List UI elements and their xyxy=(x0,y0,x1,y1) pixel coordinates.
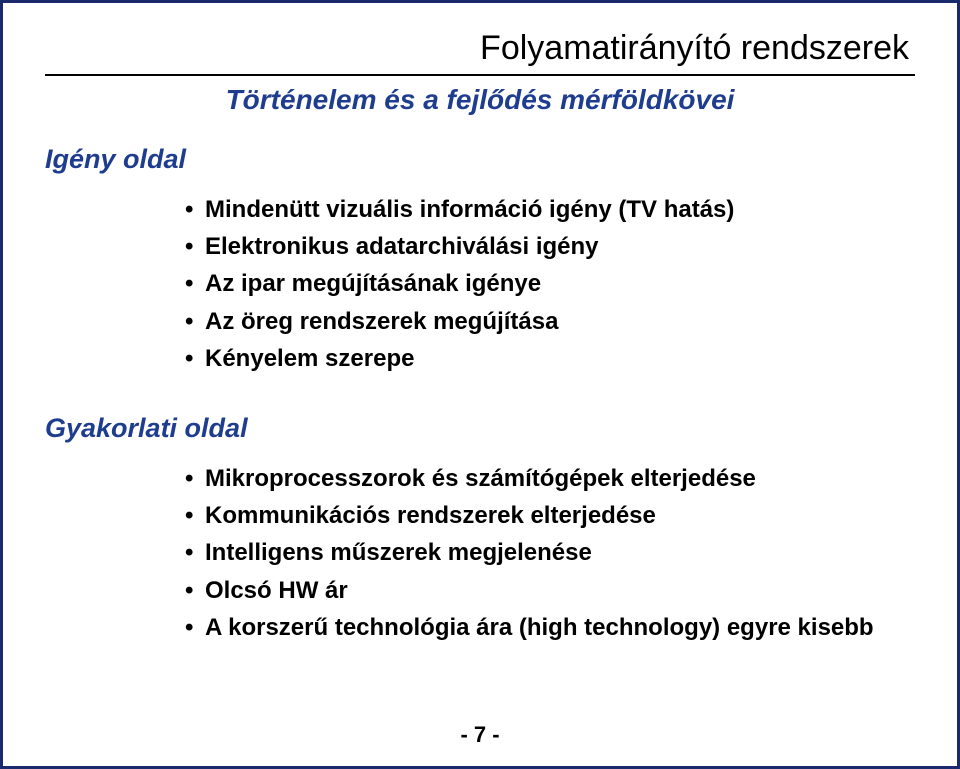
slide-page: Folyamatirányító rendszerek Történelem é… xyxy=(0,0,960,769)
list-item: Olcsó HW ár xyxy=(185,572,915,609)
list-item: Elektronikus adatarchiválási igény xyxy=(185,228,915,265)
section-heading-igeny: Igény oldal xyxy=(45,144,915,175)
list-item: Mikroprocesszorok és számítógépek elterj… xyxy=(185,460,915,497)
list-item: Az ipar megújításának igénye xyxy=(185,265,915,302)
page-number: - 7 - xyxy=(3,722,957,748)
page-subtitle: Történelem és a fejlődés mérföldkövei xyxy=(45,84,915,116)
page-title: Folyamatirányító rendszerek xyxy=(45,29,909,68)
title-divider xyxy=(45,74,915,76)
bullet-list-igeny: Mindenütt vizuális információ igény (TV … xyxy=(45,191,915,377)
list-item: A korszerű technológia ára (high technol… xyxy=(185,609,915,646)
list-item: Az öreg rendszerek megújítása xyxy=(185,303,915,340)
list-item: Mindenütt vizuális információ igény (TV … xyxy=(185,191,915,228)
list-item: Kommunikációs rendszerek elterjedése xyxy=(185,497,915,534)
section-heading-gyakorlati: Gyakorlati oldal xyxy=(45,413,915,444)
list-item: Intelligens műszerek megjelenése xyxy=(185,534,915,571)
bullet-list-gyakorlati: Mikroprocesszorok és számítógépek elterj… xyxy=(45,460,915,646)
list-item: Kényelem szerepe xyxy=(185,340,915,377)
